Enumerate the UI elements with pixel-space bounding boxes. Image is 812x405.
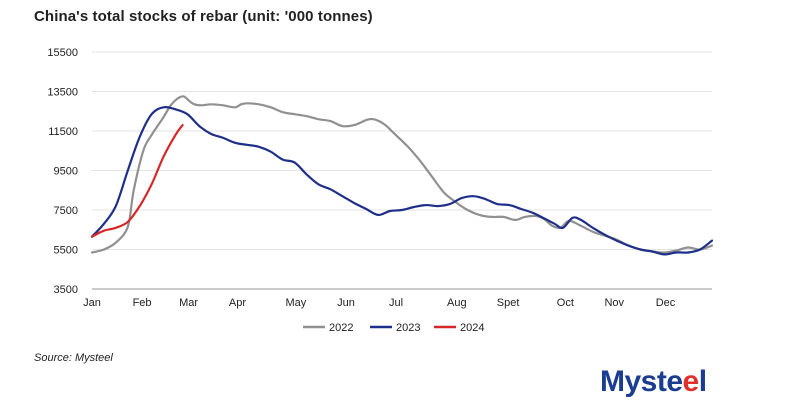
logo-text-start: Myst (600, 365, 667, 398)
legend-label: 2022 (329, 322, 353, 334)
logo-e-first: e (666, 365, 682, 398)
series-line-2024 (90, 124, 184, 238)
x-tick-label: Mar (179, 297, 198, 309)
x-tick-label: May (285, 297, 306, 309)
logo-e-accent: e (683, 365, 699, 398)
x-tick-label: Feb (133, 297, 152, 309)
y-tick-label: 5500 (54, 245, 78, 257)
logo-text-end: l (699, 365, 707, 398)
x-tick-label: Apr (229, 297, 246, 309)
legend-item-2024: 2024 (434, 322, 484, 334)
y-axis: 3500 5500 7500 9500 11500 13500 15500 (47, 47, 78, 296)
x-tick-label: Jan (83, 297, 101, 309)
y-tick-label: 3500 (54, 284, 78, 296)
y-tick-label: 7500 (54, 205, 78, 217)
legend-item-2022: 2022 (303, 322, 353, 334)
x-tick-label: Jul (389, 297, 403, 309)
source-note: Source: Mysteel (34, 352, 113, 364)
x-tick-label: Dec (656, 297, 676, 309)
series-line-2023 (90, 106, 714, 256)
x-tick-label: Oct (557, 297, 574, 309)
legend-label: 2023 (396, 322, 420, 334)
y-tick-label: 9500 (54, 166, 78, 178)
legend-item-2023: 2023 (370, 322, 420, 334)
legend-label: 2024 (460, 322, 484, 334)
x-tick-label: Nov (604, 297, 624, 309)
series-line-2022 (90, 95, 714, 254)
y-tick-label: 13500 (47, 87, 78, 99)
line-chart: 3500 5500 7500 9500 11500 13500 15500 Jan Feb Ma… (47, 47, 714, 334)
chart-title: China's total stocks of rebar (unit: '00… (34, 8, 373, 25)
series-lines (90, 95, 714, 256)
x-tick-label: Jun (337, 297, 355, 309)
y-tick-label: 11500 (48, 126, 78, 138)
y-tick-label: 15500 (47, 47, 78, 59)
x-axis: Jan Feb Mar Apr May Jun Jul Aug Spet Oct Nov Dec (83, 297, 676, 309)
svg-text:Mysteel: Mysteel (600, 365, 707, 398)
x-tick-label: Spet (497, 297, 520, 309)
x-tick-label: Aug (447, 297, 467, 309)
legend: 2022 2023 2024 (303, 322, 484, 334)
